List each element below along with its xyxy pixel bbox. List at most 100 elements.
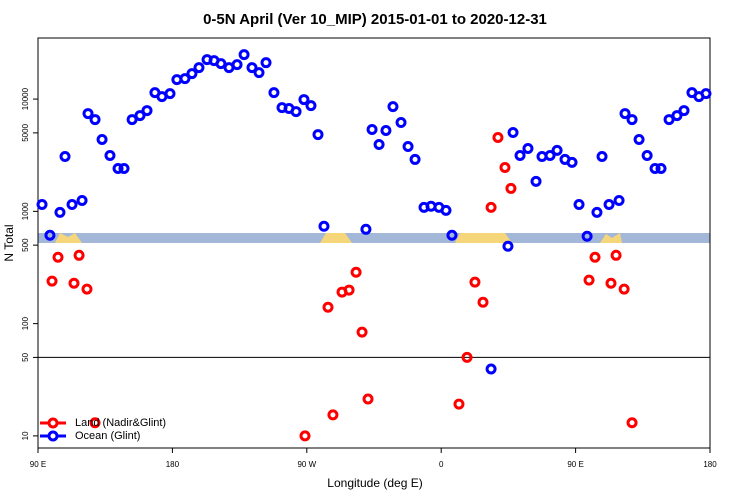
point <box>260 57 272 69</box>
point <box>305 100 317 112</box>
point <box>312 129 324 141</box>
x-tick-label: 180 <box>166 460 180 469</box>
point <box>453 398 465 410</box>
point <box>589 251 601 263</box>
point <box>52 251 64 263</box>
point <box>507 126 519 138</box>
point <box>46 275 58 287</box>
point <box>485 201 497 213</box>
land-strip <box>600 233 622 243</box>
point <box>89 114 101 126</box>
point <box>215 58 227 70</box>
chart-title: 0-5N April (Ver 10_MIP) 2015-01-01 to 20… <box>203 11 547 28</box>
point <box>126 114 138 126</box>
y-tick-label: 1000 <box>21 202 30 220</box>
point <box>655 162 667 174</box>
point <box>591 206 603 218</box>
point <box>663 114 675 126</box>
y-tick-label: 100 <box>21 316 30 330</box>
point <box>477 296 489 308</box>
point <box>387 101 399 113</box>
point <box>641 149 653 161</box>
point <box>104 149 116 161</box>
point <box>66 199 78 211</box>
point <box>603 199 615 211</box>
point <box>238 49 250 61</box>
point <box>327 409 339 421</box>
point <box>76 194 88 206</box>
ocean-strip <box>38 233 710 243</box>
point <box>356 326 368 338</box>
point <box>678 105 690 117</box>
point <box>626 114 638 126</box>
point <box>583 274 595 286</box>
point <box>440 204 452 216</box>
point <box>362 393 374 405</box>
map-strip <box>38 233 710 243</box>
point <box>544 149 556 161</box>
point <box>343 284 355 296</box>
point <box>44 229 56 241</box>
point <box>613 194 625 206</box>
y-tick-label: 5000 <box>21 123 30 141</box>
point <box>499 161 511 173</box>
point <box>164 88 176 100</box>
point <box>318 220 330 232</box>
y-tick-label: 500 <box>21 238 30 252</box>
point <box>618 283 630 295</box>
point <box>36 199 48 211</box>
point <box>626 417 638 429</box>
land-strip <box>320 233 352 243</box>
point <box>54 206 66 218</box>
y-tick-label: 10 <box>21 431 30 440</box>
point <box>514 149 526 161</box>
point <box>402 141 414 153</box>
point <box>619 108 631 120</box>
point <box>81 283 93 295</box>
point <box>469 276 481 288</box>
x-tick-label: 90 W <box>297 460 316 469</box>
point <box>299 430 311 442</box>
x-tick-label: 90 E <box>567 460 583 469</box>
legend-label: Ocean (Glint) <box>75 430 140 442</box>
legend-marker <box>47 417 59 429</box>
point <box>73 249 85 261</box>
point <box>96 133 108 145</box>
point <box>395 117 407 129</box>
point <box>581 230 593 242</box>
point <box>566 156 578 168</box>
point <box>246 62 258 74</box>
point <box>380 124 392 136</box>
point <box>492 131 504 143</box>
point <box>366 123 378 135</box>
point <box>253 67 265 79</box>
point <box>605 277 617 289</box>
point <box>231 59 243 71</box>
point <box>350 266 362 278</box>
point <box>446 229 458 241</box>
point <box>485 363 497 375</box>
point <box>59 151 71 163</box>
point <box>671 110 683 122</box>
point <box>505 182 517 194</box>
point <box>573 199 585 211</box>
point <box>633 133 645 145</box>
y-tick-label: 10000 <box>21 87 30 110</box>
y-tick-label: 50 <box>21 352 30 361</box>
point <box>89 417 101 429</box>
x-tick-label: 90 E <box>30 460 46 469</box>
x-tick-label: 0 <box>439 460 444 469</box>
point <box>82 108 94 120</box>
point <box>68 277 80 289</box>
point <box>118 162 130 174</box>
point <box>610 249 622 261</box>
point <box>551 144 563 156</box>
point <box>530 175 542 187</box>
point <box>179 73 191 85</box>
point <box>322 301 334 313</box>
point <box>596 151 608 163</box>
point <box>193 62 205 74</box>
point <box>360 223 372 235</box>
point <box>700 88 712 100</box>
